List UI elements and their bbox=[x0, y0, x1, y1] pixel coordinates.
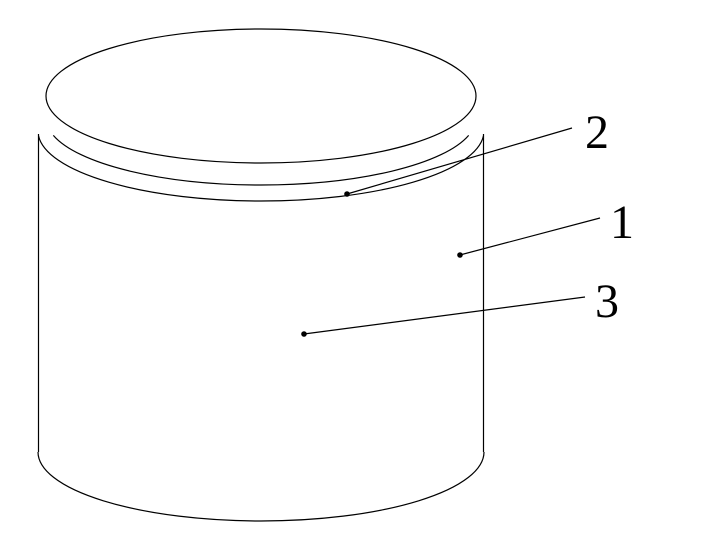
lid-top-ellipse bbox=[46, 29, 476, 163]
cylinder-drawing bbox=[38, 29, 484, 521]
callout-leader-line bbox=[460, 218, 600, 255]
lid-front-arc bbox=[53, 135, 468, 185]
body-bottom-arc bbox=[38, 452, 484, 521]
callout-label: 1 bbox=[610, 196, 634, 249]
callouts-group: 21 3 bbox=[301, 106, 634, 337]
callout-3: 3 bbox=[301, 275, 619, 337]
callout-leader-line bbox=[347, 128, 572, 194]
diagram-svg: 21 3 bbox=[0, 0, 721, 544]
body-top-arc bbox=[39, 136, 484, 201]
callout-label: 2 bbox=[585, 106, 609, 159]
callout-label: 3 bbox=[595, 275, 619, 328]
callout-dot bbox=[301, 331, 307, 337]
callout-leader-line bbox=[304, 297, 585, 334]
callout-dot bbox=[457, 252, 463, 258]
callout-dot bbox=[344, 191, 350, 197]
